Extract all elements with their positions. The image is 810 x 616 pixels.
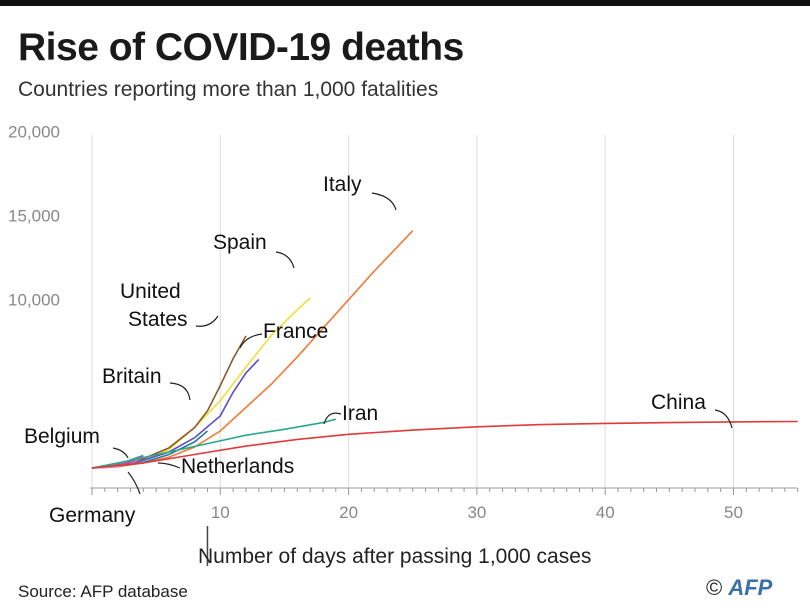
series-label-china: China	[651, 391, 706, 414]
chart-title: Rise of COVID-19 deaths	[18, 26, 464, 69]
series-label-spain: Spain	[213, 231, 267, 254]
series-label-united-states: United	[120, 280, 181, 303]
x-tick-label: 40	[596, 503, 615, 522]
series-line-italy	[91, 230, 414, 469]
series-line-iran	[91, 418, 337, 469]
leader-line-united-states	[195, 315, 219, 327]
leader-line-iran	[323, 412, 342, 425]
series-label-iran: Iran	[342, 402, 378, 425]
x-tick-label: 20	[339, 503, 358, 522]
leader-line-spain	[275, 251, 295, 269]
leader-line-china	[714, 409, 733, 429]
leader-line-britain	[169, 382, 191, 401]
series-line-china	[91, 420, 798, 469]
series-label-italy: Italy	[323, 173, 362, 196]
leader-line-netherlands	[157, 462, 181, 469]
leader-line-france	[239, 333, 263, 349]
afp-logo: © AFP	[706, 575, 772, 601]
series-label-united-states: States	[128, 308, 188, 331]
leader-line-italy	[371, 192, 397, 211]
series-label-netherlands: Netherlands	[181, 455, 294, 478]
series-label-britain: Britain	[102, 365, 162, 388]
y-tick-label: 20,000	[8, 122, 60, 141]
y-tick-label: 15,000	[8, 207, 60, 226]
top-rule	[0, 0, 810, 6]
x-axis-label: Number of days after passing 1,000 cases	[198, 545, 592, 568]
y-tick-label: 10,000	[8, 291, 60, 310]
afp-logo-text: AFP	[728, 575, 773, 600]
series-label-belgium: Belgium	[24, 425, 100, 448]
x-tick-label: 10	[211, 503, 230, 522]
leader-line-germany	[127, 471, 141, 495]
copyright-symbol: ©	[706, 575, 723, 600]
series-label-germany: Germany	[49, 504, 136, 527]
series-label-france: France	[263, 320, 328, 343]
x-tick-label: 50	[724, 503, 743, 522]
chart-subtitle: Countries reporting more than 1,000 fata…	[18, 78, 439, 101]
leader-line-belgium	[112, 447, 129, 459]
x-tick-label: 30	[467, 503, 486, 522]
source-note: Source: AFP database	[18, 582, 188, 601]
